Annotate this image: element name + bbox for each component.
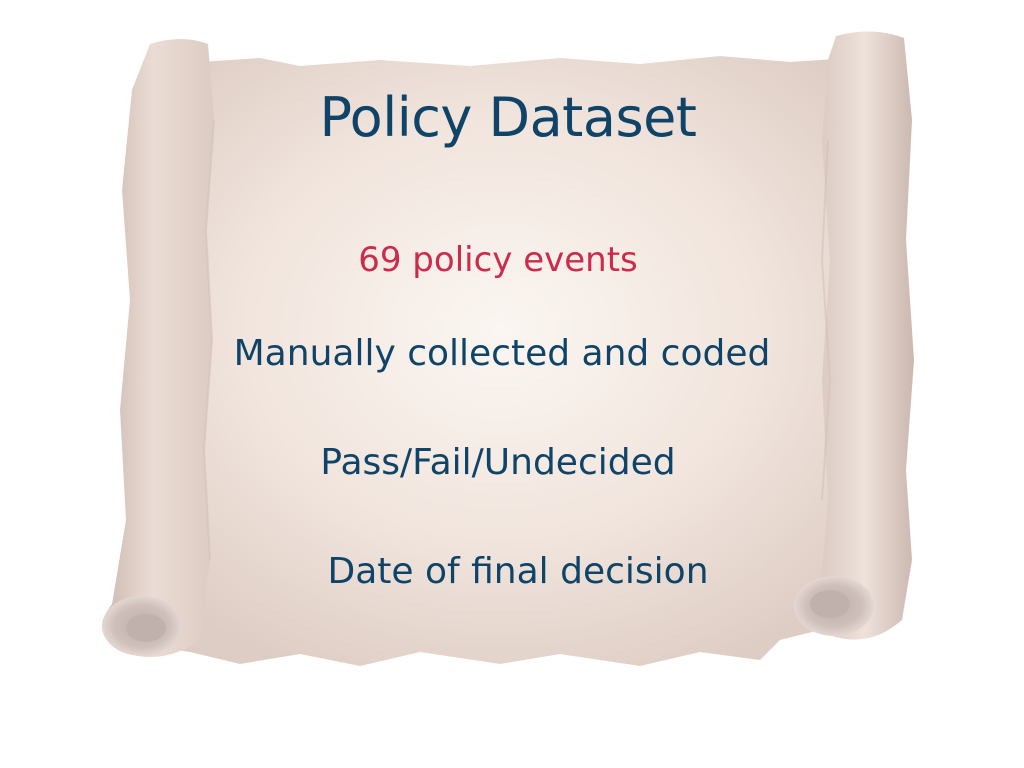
bullet-outcomes: Pass/Fail/Undecided <box>320 442 676 483</box>
slide-title: Policy Dataset <box>319 86 697 149</box>
bullet-manual-collection: Manually collected and coded <box>233 333 771 374</box>
parchment-sheet <box>128 56 874 666</box>
bullet-decision-date: Date of final decision <box>327 551 709 592</box>
scroll-right-roll <box>815 31 914 640</box>
scroll-left-roll <box>103 39 214 658</box>
highlight-text: 69 policy events <box>358 240 638 280</box>
